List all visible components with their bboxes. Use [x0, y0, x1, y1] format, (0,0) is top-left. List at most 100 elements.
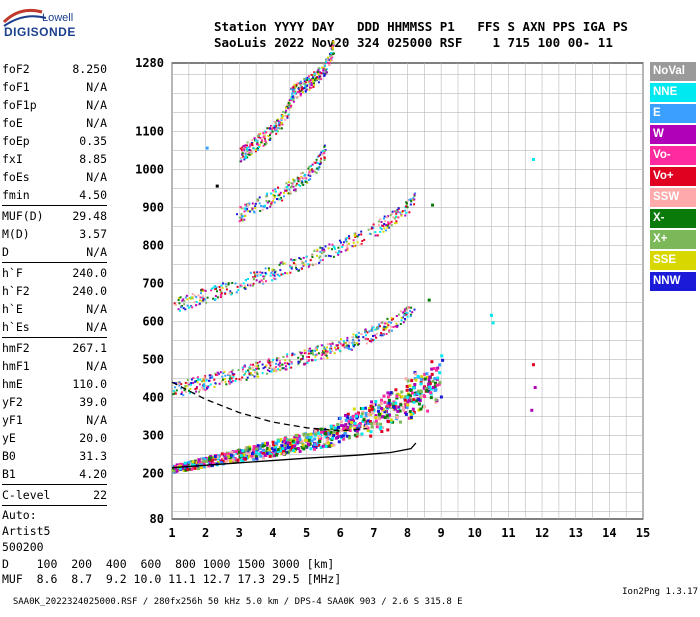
echo-point: [386, 322, 389, 325]
echo-point: [254, 207, 257, 209]
echo-point: [274, 441, 278, 445]
echo-point: [245, 446, 249, 450]
echo-point: [172, 393, 175, 396]
echo-point: [199, 378, 202, 381]
echo-point: [190, 378, 193, 381]
echo-point: [186, 467, 190, 471]
echo-point: [427, 389, 431, 393]
echo-point: [286, 105, 289, 108]
echo-point: [319, 160, 322, 163]
echo-point: [294, 190, 297, 193]
echo-point: [329, 345, 332, 348]
echo-point: [275, 190, 277, 193]
echo-point: [407, 399, 411, 403]
echo-point: [322, 72, 325, 75]
echo-point: [241, 146, 244, 149]
echo-point: [432, 367, 436, 370]
echo-point: [346, 425, 350, 429]
echo-point: [227, 373, 230, 376]
echo-point: [441, 358, 445, 362]
echo-point: [314, 77, 317, 80]
echo-point: [403, 308, 406, 311]
echo-point: [199, 299, 201, 302]
echo-point: [313, 71, 316, 74]
echo-point: [404, 377, 408, 381]
echo-point: [216, 371, 219, 374]
param-value: 0.35: [79, 134, 107, 148]
echo-point: [320, 430, 323, 434]
echo-point: [297, 360, 300, 363]
echo-point: [392, 405, 396, 409]
echo-point: [182, 307, 185, 310]
param-name: h`E: [2, 302, 23, 316]
echo-point: [392, 216, 395, 219]
echo-point: [395, 315, 398, 317]
echo-point: [317, 73, 320, 76]
echo-point: [379, 230, 382, 233]
echo-point: [303, 363, 306, 366]
echo-point: [218, 382, 221, 385]
echo-point: [270, 192, 273, 195]
echo-point: [327, 254, 330, 257]
echo-point: [332, 40, 335, 43]
echo-point: [248, 148, 251, 151]
echo-point: [364, 419, 368, 423]
echo-point: [417, 389, 421, 393]
param-name: foE: [2, 116, 23, 130]
echo-point: [360, 242, 363, 245]
echo-point: [225, 451, 229, 455]
echo-point: [291, 449, 295, 452]
digisonde-logo: Lowell DIGISONDE: [2, 2, 86, 46]
echo-point: [384, 322, 387, 325]
echo-point: [364, 424, 368, 428]
autoscaling-artist: Artist5: [2, 524, 51, 538]
echo-point: [325, 352, 328, 355]
echo-point: [323, 74, 326, 77]
echo-point: [296, 95, 299, 98]
echo-point: [346, 344, 349, 347]
echo-point: [348, 422, 352, 426]
echo-point: [267, 267, 270, 270]
echo-point: [351, 339, 354, 342]
echo-point: [325, 60, 328, 63]
echo-point: [344, 346, 347, 349]
echo-point: [295, 266, 297, 269]
echo-point: [309, 447, 313, 451]
echo-point: [361, 240, 364, 242]
echo-point: [328, 243, 331, 246]
echo-point: [385, 333, 388, 335]
echo-point: [301, 260, 304, 263]
echo-point: [202, 299, 205, 302]
echo-point: [244, 203, 247, 206]
echo-point: [263, 137, 266, 140]
echo-point: [286, 450, 290, 454]
x-tick-label: 5: [303, 526, 310, 540]
echo-point: [231, 454, 235, 458]
echo-point: [405, 211, 408, 214]
echo-point: [254, 370, 257, 373]
echo-point: [244, 152, 247, 155]
echo-point: [427, 378, 431, 382]
echo-point: [323, 68, 326, 71]
echo-point: [389, 214, 392, 217]
echo-point: [405, 311, 408, 314]
echo-point: [173, 392, 176, 395]
echo-point: [309, 432, 313, 436]
echo-point: [349, 416, 353, 419]
echo-point: [420, 375, 424, 379]
echo-point: [307, 81, 310, 84]
echo-point: [265, 142, 268, 145]
echo-point: [309, 169, 312, 172]
echo-point: [281, 123, 284, 126]
echo-point: [307, 265, 310, 268]
echo-point: [271, 268, 274, 271]
echo-point: [336, 252, 339, 255]
echo-point: [244, 146, 247, 149]
y-tick-label: 1000: [135, 162, 164, 176]
echo-point: [307, 179, 310, 181]
echo-point: [241, 376, 244, 379]
echo-point: [360, 412, 364, 416]
echo-point: [397, 405, 401, 409]
echo-point: [408, 410, 412, 414]
echo-point: [315, 353, 318, 356]
